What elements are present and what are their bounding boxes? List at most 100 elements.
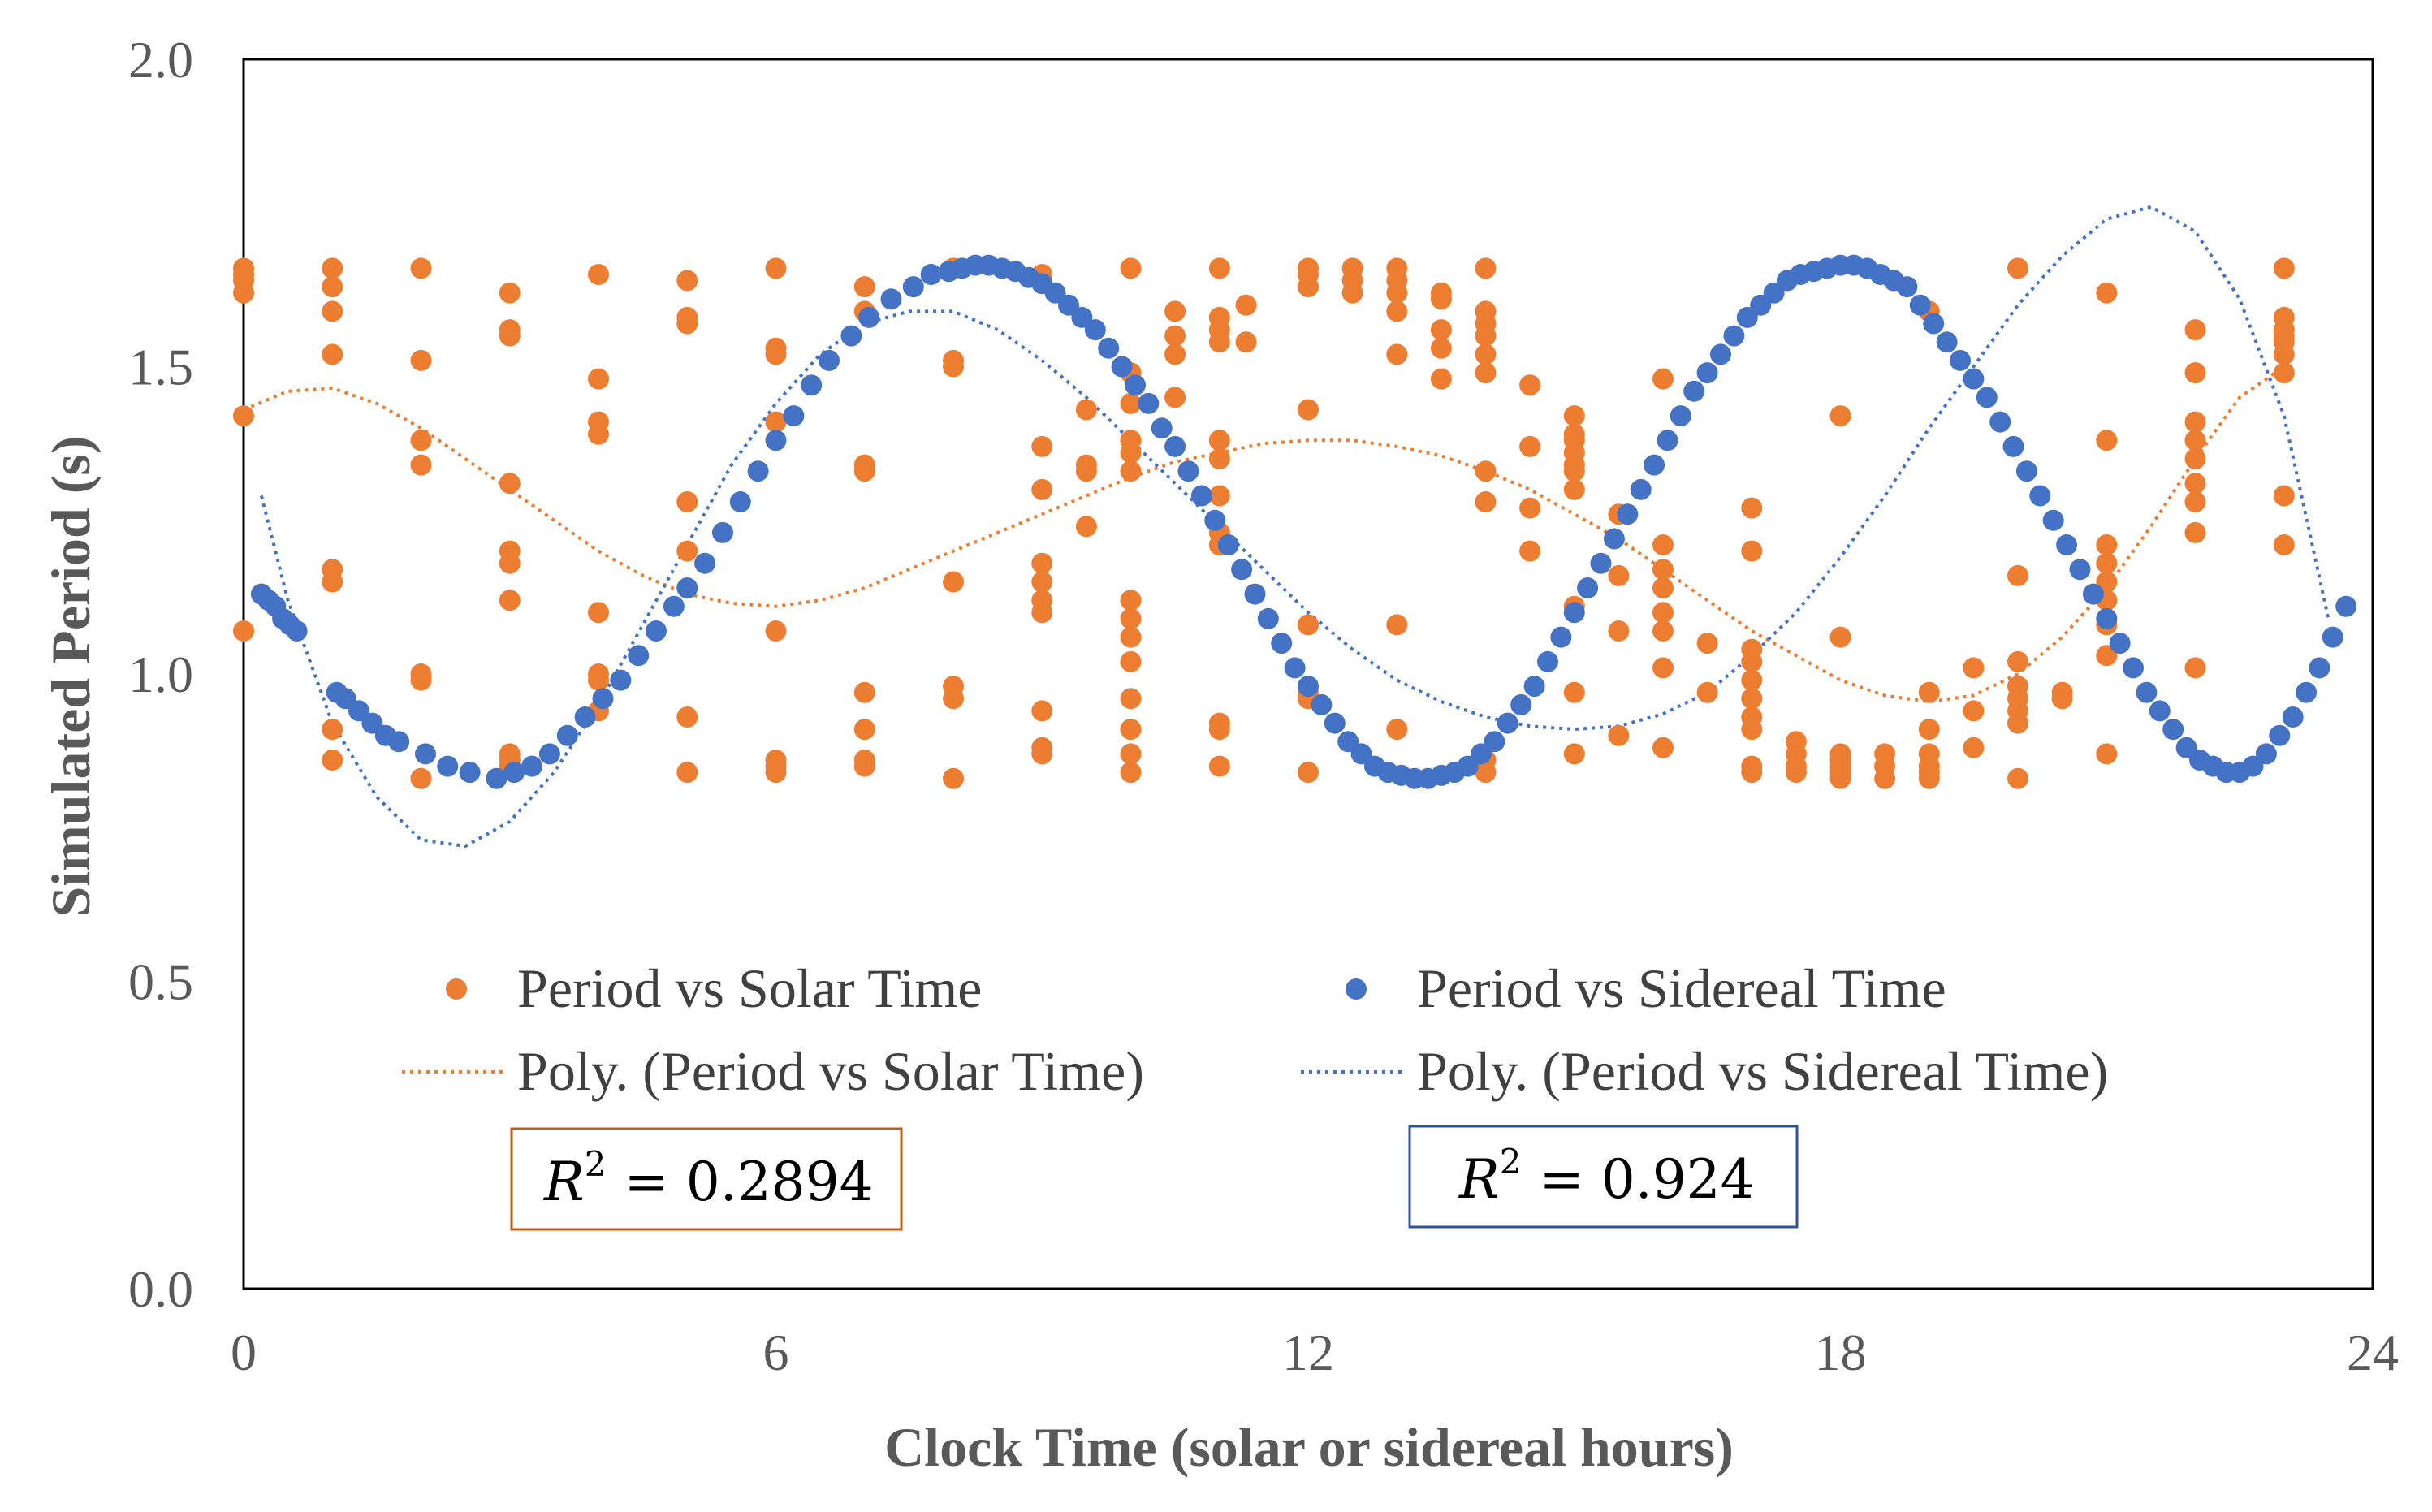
solar-point — [1608, 724, 1630, 746]
sidereal-point — [1750, 294, 1772, 316]
sidereal-point — [1909, 294, 1931, 316]
sidereal-point — [574, 706, 596, 728]
sidereal-point — [1164, 435, 1186, 457]
solar-point — [410, 430, 432, 451]
solar-point — [588, 669, 609, 691]
sidereal-point — [676, 577, 698, 598]
solar-point — [410, 257, 432, 279]
sidereal-point — [783, 405, 805, 427]
sidereal-point — [1217, 534, 1239, 555]
solar-point — [2096, 282, 2118, 304]
solar-point — [765, 750, 787, 771]
solar-point — [588, 368, 609, 390]
solar-point — [676, 706, 698, 728]
sidereal-markers — [250, 254, 2357, 789]
solar-point — [2007, 712, 2028, 734]
legend-solar-poly-label: Poly. (Period vs Solar Time) — [517, 1040, 1144, 1102]
sidereal-point — [1311, 693, 1333, 715]
solar-point — [853, 681, 875, 703]
sidereal-point — [1657, 430, 1678, 451]
solar-point — [233, 620, 254, 642]
legend-sidereal-label: Period vs Sidereal Time — [1417, 957, 1946, 1019]
solar-point — [1475, 343, 1497, 365]
solar-point — [1120, 762, 1142, 784]
sidereal-point — [1670, 405, 1691, 427]
solar-point — [1652, 368, 1674, 390]
sidereal-point — [610, 669, 632, 691]
solar-point — [1208, 755, 1230, 777]
solar-point — [322, 343, 343, 365]
sidereal-point — [747, 460, 769, 482]
solar-point — [410, 349, 432, 371]
solar-point — [1120, 688, 1142, 710]
sidereal-point — [2136, 681, 2158, 703]
sidereal-point — [920, 264, 942, 285]
solar-point — [2184, 362, 2206, 384]
solar-point — [1696, 633, 1718, 654]
solar-point — [1120, 719, 1142, 741]
solar-point — [1031, 571, 1053, 593]
solar-point — [1386, 343, 1408, 365]
sidereal-point — [1204, 509, 1226, 531]
solar-point — [1386, 282, 1408, 304]
solar-point — [1298, 399, 1319, 421]
solar-point — [2273, 485, 2295, 507]
solar-point — [499, 590, 521, 611]
sidereal-point — [819, 349, 840, 371]
solar-point — [2184, 319, 2206, 341]
solar-point — [943, 767, 964, 789]
sidereal-point — [1084, 319, 1106, 341]
sidereal-point — [2175, 737, 2197, 758]
y-axis-ticks: 0.0 0.5 1.0 1.5 2.0 — [128, 31, 193, 1318]
sidereal-point — [521, 755, 543, 777]
solar-point — [1208, 485, 1230, 507]
solar-point — [1652, 559, 1674, 581]
solar-point — [1519, 540, 1541, 562]
solar-point — [2007, 564, 2028, 586]
solar-point — [1208, 430, 1230, 451]
solar-point — [499, 282, 521, 304]
solar-point — [1696, 681, 1718, 703]
solar-point — [1120, 257, 1142, 279]
sidereal-point — [1058, 294, 1079, 316]
r2-solar-frame — [510, 1127, 903, 1231]
solar-point — [1430, 368, 1452, 390]
sidereal-point — [1617, 503, 1639, 525]
solar-point — [1829, 626, 1851, 648]
solar-point — [1120, 743, 1142, 765]
solar-point — [1164, 387, 1186, 408]
solar-point — [1208, 257, 1230, 279]
sidereal-point — [1510, 693, 1532, 715]
solar-point — [1164, 343, 1186, 365]
solar-point — [676, 762, 698, 784]
sidereal-point — [1736, 306, 1758, 328]
sidereal-point — [335, 688, 356, 710]
solar-point — [1386, 614, 1408, 636]
sidereal-point — [348, 700, 369, 722]
solar-point — [2096, 743, 2118, 765]
sidereal-point — [1071, 306, 1093, 328]
sidereal-point — [646, 620, 667, 642]
solar-point — [2096, 571, 2118, 593]
solar-point — [943, 571, 964, 593]
solar-point — [1386, 719, 1408, 741]
solar-point — [1430, 337, 1452, 359]
solar-point — [1341, 282, 1363, 304]
r2-solar-box: R2 = 0.2894 — [510, 1127, 903, 1231]
solar-point — [1120, 460, 1142, 482]
solar-point — [2007, 767, 2028, 789]
sidereal-point — [2309, 657, 2330, 679]
sidereal-point — [902, 276, 924, 298]
r2-sidereal-box: R2 = 0.924 — [1408, 1125, 1799, 1229]
sidereal-point — [361, 712, 383, 734]
r2-sidereal-value: = 0.924 — [1539, 1148, 1754, 1211]
solar-point — [1298, 762, 1319, 784]
r2-sidereal-text: R2 = 0.924 — [1458, 1142, 1755, 1211]
solar-point — [676, 270, 698, 292]
sidereal-point — [1590, 552, 1612, 574]
x-tick-label: 24 — [2347, 1324, 2399, 1381]
legend-solar-label: Period vs Solar Time — [517, 957, 982, 1019]
sidereal-point — [415, 743, 436, 765]
solar-point — [233, 264, 254, 285]
sidereal-point — [1324, 712, 1346, 734]
